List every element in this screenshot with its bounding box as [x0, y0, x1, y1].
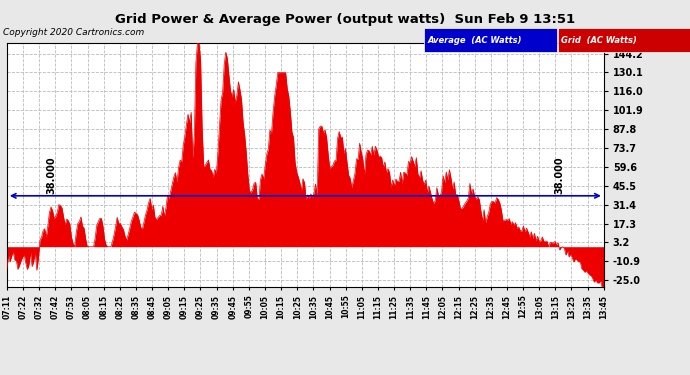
Text: Average  (AC Watts): Average (AC Watts): [428, 36, 522, 45]
Text: 38.000: 38.000: [555, 157, 564, 195]
Text: Grid  (AC Watts): Grid (AC Watts): [561, 36, 637, 45]
Text: Grid Power & Average Power (output watts)  Sun Feb 9 13:51: Grid Power & Average Power (output watts…: [115, 13, 575, 26]
Text: Copyright 2020 Cartronics.com: Copyright 2020 Cartronics.com: [3, 28, 145, 37]
Text: 38.000: 38.000: [46, 157, 56, 195]
